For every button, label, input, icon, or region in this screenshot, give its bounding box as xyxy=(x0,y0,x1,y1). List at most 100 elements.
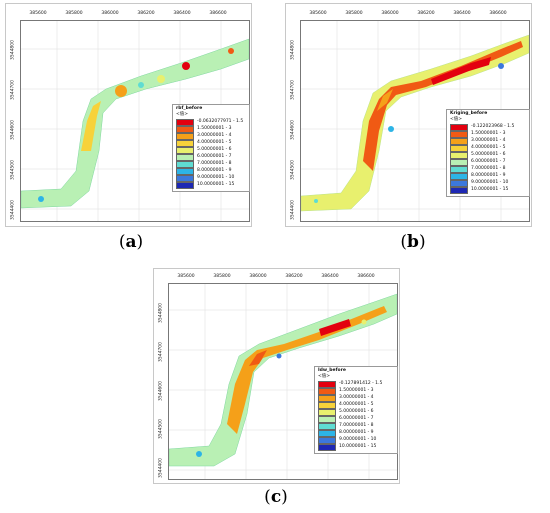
legend-row: 8.00000001 - 9 xyxy=(450,173,526,180)
legend-swatch xyxy=(176,133,194,140)
y-tick-label: 3544500 xyxy=(10,159,16,181)
legend-label: 1.50000001 - 3 xyxy=(339,388,374,394)
x-tick-label: 385600 xyxy=(177,274,195,279)
legend-row: 4.00000001 - 5 xyxy=(176,140,246,147)
legend-swatch xyxy=(450,124,468,131)
legend-unit: <值> xyxy=(318,373,331,379)
legend-label: 3.00000001 - 4 xyxy=(197,133,232,139)
legend-label: 6.00000001 - 7 xyxy=(471,159,506,165)
x-tick-label: 385800 xyxy=(65,11,83,16)
legend-label: 10.0000001 - 15 xyxy=(197,182,235,188)
y-tick-label: 3544400 xyxy=(10,199,16,221)
legend-row: 5.00000001 - 6 xyxy=(450,152,526,159)
legend-swatch xyxy=(450,138,468,145)
x-tick-label: 386000 xyxy=(249,274,267,279)
legend-label: 8.00000001 - 9 xyxy=(339,430,374,436)
legend-swatch xyxy=(450,180,468,187)
y-tick-label: 3544700 xyxy=(10,79,16,101)
panel-b: Kriging_before <值> -0.122023968 - 1.5 1.5… xyxy=(285,3,532,227)
legend-row: 6.00000001 - 7 xyxy=(176,154,246,161)
legend-row: 4.00000001 - 5 xyxy=(450,145,526,152)
legend-row: 1.50000001 - 3 xyxy=(450,131,526,138)
legend-label: 1.50000001 - 3 xyxy=(471,131,506,137)
y-tick-label: 3544800 xyxy=(10,39,16,61)
legend-row: 7.00000001 - 8 xyxy=(176,161,246,168)
legend-row: 9.00000001 - 10 xyxy=(176,175,246,182)
y-tick-label: 3544600 xyxy=(290,119,296,141)
legend-label: 6.00000001 - 7 xyxy=(339,416,374,422)
legend-swatch xyxy=(318,416,336,423)
legend-label: 5.00000001 - 6 xyxy=(197,147,232,153)
y-tick-label: 3544600 xyxy=(10,119,16,141)
legend-label: 4.00000001 - 5 xyxy=(339,402,374,408)
legend-swatch xyxy=(450,131,468,138)
y-tick-label: 3544800 xyxy=(290,39,296,61)
x-tick-label: 386400 xyxy=(453,11,471,16)
legend-label: 7.00000001 - 8 xyxy=(471,166,506,172)
legend-row: 10.0000001 - 15 xyxy=(450,187,526,194)
legend-label: 5.00000001 - 6 xyxy=(471,152,506,158)
legend-label: 8.00000001 - 9 xyxy=(197,168,232,174)
legend-swatch xyxy=(450,145,468,152)
legend-row: -0.127891412 - 1.5 xyxy=(318,381,394,388)
legend-swatch xyxy=(318,402,336,409)
legend-swatch xyxy=(450,166,468,173)
legend-title: rbf_before xyxy=(176,106,203,111)
panel-c: Idw_before <值> -0.127891412 - 1.5 1.50000… xyxy=(153,268,400,484)
y-tick-label: 3544800 xyxy=(158,302,164,324)
legend-row: 5.00000001 - 6 xyxy=(318,409,394,416)
legend-row: 5.00000001 - 6 xyxy=(176,147,246,154)
legend-row: 9.00000001 - 10 xyxy=(450,180,526,187)
legend-swatch xyxy=(318,437,336,444)
legend-swatch xyxy=(176,175,194,182)
legend-label: 5.00000001 - 6 xyxy=(339,409,374,415)
legend-title: Kriging_before xyxy=(450,111,488,116)
legend-swatch xyxy=(318,381,336,388)
legend-label: 9.00000001 - 10 xyxy=(339,437,377,443)
legend-label: 10.0000001 - 15 xyxy=(471,187,509,193)
legend-row: 10.0000001 - 15 xyxy=(176,182,246,189)
legend-swatch xyxy=(450,159,468,166)
legend-swatch xyxy=(318,395,336,402)
legend-label: 4.00000001 - 5 xyxy=(197,140,232,146)
legend-a: rbf_before <值> -0.0632077971 - 1.5 1.5000… xyxy=(172,104,250,192)
legend-label: 4.00000001 - 5 xyxy=(471,145,506,151)
legend-row: 3.00000001 - 4 xyxy=(318,395,394,402)
legend-label: 6.00000001 - 7 xyxy=(197,154,232,160)
y-tick-label: 3544700 xyxy=(158,341,164,362)
x-tick-label: 386600 xyxy=(209,11,227,16)
y-tick-label: 3544400 xyxy=(158,457,164,479)
legend-swatch xyxy=(318,444,336,451)
x-tick-label: 386200 xyxy=(137,11,155,16)
legend-c: Idw_before <值> -0.127891412 - 1.5 1.50000… xyxy=(314,366,398,454)
legend-swatch xyxy=(176,119,194,126)
legend-label: 9.00000001 - 10 xyxy=(197,175,235,181)
legend-row: 3.00000001 - 4 xyxy=(450,138,526,145)
legend-row: 10.0000001 - 15 xyxy=(318,444,394,451)
legend-label: 1.50000001 - 3 xyxy=(197,126,232,132)
legend-row: 4.00000001 - 5 xyxy=(318,402,394,409)
legend-swatch xyxy=(176,140,194,147)
legend-label: 10.0000001 - 15 xyxy=(339,444,377,450)
legend-swatch xyxy=(176,147,194,154)
legend-label: 7.00000001 - 8 xyxy=(339,423,374,429)
legend-label: -0.0632077971 - 1.5 xyxy=(197,119,244,125)
legend-swatch xyxy=(318,409,336,416)
caption-c: (c) xyxy=(264,487,288,507)
legend-row: 8.00000001 - 9 xyxy=(318,430,394,437)
x-tick-label: 386000 xyxy=(381,11,399,16)
legend-swatch xyxy=(176,126,194,133)
y-tick-label: 3544500 xyxy=(290,159,296,181)
x-tick-label: 386600 xyxy=(357,274,375,279)
legend-label: -0.122023968 - 1.5 xyxy=(471,124,515,130)
x-tick-label: 386400 xyxy=(321,274,339,279)
legend-row: 1.50000001 - 3 xyxy=(318,388,394,395)
legend-unit: <值> xyxy=(176,111,189,117)
legend-swatch xyxy=(176,182,194,189)
heatmap-a xyxy=(21,21,249,221)
x-tick-label: 385600 xyxy=(29,11,47,16)
x-tick-label: 386200 xyxy=(417,11,435,16)
y-tick-label: 3544600 xyxy=(158,380,164,401)
legend-b: Kriging_before <值> -0.122023968 - 1.5 1.5… xyxy=(446,109,530,197)
legend-row: 7.00000001 - 8 xyxy=(318,423,394,430)
